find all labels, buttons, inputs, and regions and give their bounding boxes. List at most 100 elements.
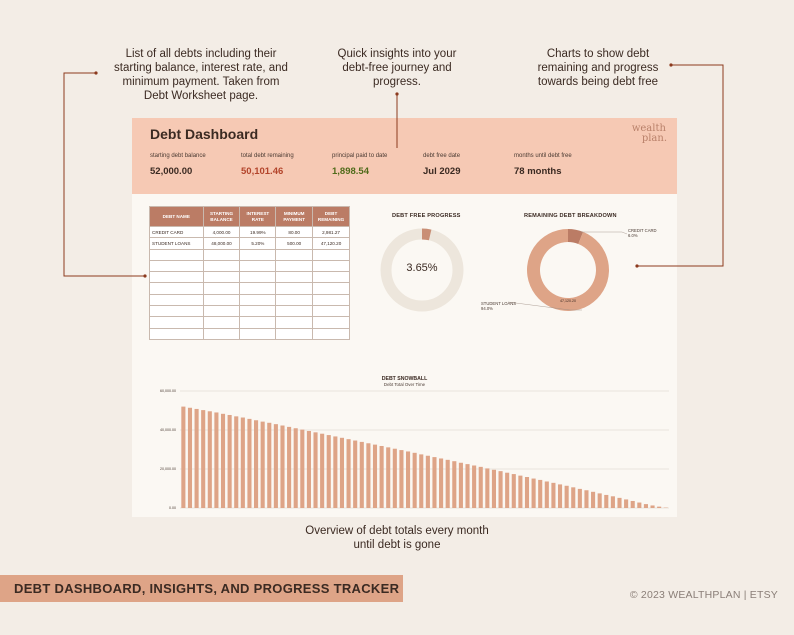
snowball-bar bbox=[227, 414, 232, 508]
table-cell[interactable] bbox=[275, 316, 314, 329]
table-cell[interactable] bbox=[239, 316, 277, 329]
table-cell[interactable] bbox=[149, 248, 204, 261]
stat-value: 78 months bbox=[514, 166, 562, 177]
table-cell[interactable] bbox=[149, 327, 204, 340]
snowball-bar bbox=[220, 413, 226, 508]
table-cell[interactable] bbox=[239, 305, 277, 318]
table-row[interactable] bbox=[149, 282, 350, 295]
table-cell[interactable]: 80.00 bbox=[275, 225, 314, 239]
table-cell[interactable]: 5.20% bbox=[239, 237, 277, 250]
snowball-bar bbox=[353, 440, 358, 508]
table-cell[interactable] bbox=[275, 305, 314, 318]
table-cell[interactable] bbox=[312, 259, 350, 273]
breakdown-title: REMAINING DEBT BREAKDOWN bbox=[524, 213, 617, 219]
table-cell[interactable] bbox=[275, 248, 314, 261]
table-cell[interactable] bbox=[202, 282, 241, 295]
snowball-bar bbox=[326, 435, 331, 508]
dashboard-panel: Debt Dashboard wealth plan. starting deb… bbox=[132, 118, 677, 517]
table-cell[interactable] bbox=[312, 282, 350, 295]
table-cell[interactable] bbox=[312, 316, 350, 329]
table-cell[interactable] bbox=[239, 282, 277, 295]
table-cell[interactable] bbox=[202, 248, 241, 261]
table-row[interactable] bbox=[149, 259, 350, 273]
snowball-bar bbox=[564, 485, 569, 508]
snowball-bar bbox=[591, 491, 596, 508]
table-cell[interactable] bbox=[202, 271, 241, 284]
table-cell[interactable] bbox=[275, 282, 314, 295]
table-cell[interactable] bbox=[149, 316, 204, 329]
y-tick-label: 60,000.00 bbox=[160, 389, 176, 393]
snowball-subtitle: Debt Total Over Time bbox=[383, 382, 426, 387]
student-loans-slice-label: STUDENT LOANS 94.0% bbox=[481, 301, 516, 311]
stat-value: 52,000.00 bbox=[150, 166, 193, 177]
table-cell[interactable]: STUDENT LOANS bbox=[149, 237, 204, 250]
snowball-bar bbox=[637, 502, 642, 508]
snowball-bar bbox=[320, 433, 325, 508]
snowball-bar bbox=[657, 506, 662, 508]
table-cell[interactable] bbox=[275, 259, 314, 273]
snowball-bar bbox=[240, 417, 245, 508]
credit-card-slice-label: CREDIT CARD 6.0% bbox=[628, 228, 657, 238]
table-row[interactable]: STUDENT LOANS 48,000.00 5.20% 500.00 47,… bbox=[149, 237, 350, 250]
connector-dot bbox=[395, 92, 399, 96]
table-header-row: DEBT NAME STARTING BALANCE INTEREST RATE… bbox=[149, 206, 350, 227]
table-cell[interactable] bbox=[312, 293, 350, 307]
table-cell[interactable] bbox=[312, 305, 350, 318]
table-cell[interactable] bbox=[239, 271, 277, 284]
table-cell[interactable]: 47,120.20 bbox=[312, 237, 350, 250]
table-cell[interactable] bbox=[239, 248, 277, 261]
table-cell[interactable] bbox=[149, 259, 204, 273]
snowball-bar bbox=[181, 406, 186, 508]
table-cell[interactable]: 4,000.00 bbox=[202, 225, 241, 239]
table-cell[interactable] bbox=[202, 259, 241, 273]
breakdown-donut: 47,120.20 bbox=[527, 229, 609, 311]
table-row[interactable] bbox=[149, 316, 350, 329]
table-cell[interactable] bbox=[202, 305, 241, 318]
stat-principal-paid: principal paid to date 1,898.54 bbox=[332, 153, 387, 177]
y-tick-label: 0.00 bbox=[169, 506, 176, 510]
table-cell[interactable]: CREDIT CARD bbox=[149, 225, 204, 239]
table-cell[interactable] bbox=[202, 293, 241, 307]
dashboard-header: Debt Dashboard wealth plan. starting deb… bbox=[132, 118, 677, 194]
table-row[interactable] bbox=[149, 271, 350, 284]
table-cell[interactable] bbox=[202, 327, 241, 340]
table-row[interactable]: CREDIT CARD 4,000.00 19.99% 80.00 2,981.… bbox=[149, 225, 350, 239]
snowball-bar bbox=[273, 424, 278, 508]
table-cell[interactable] bbox=[239, 259, 277, 273]
snowball-bar bbox=[339, 437, 345, 508]
snowball-bar bbox=[207, 411, 212, 508]
table-cell[interactable]: 48,000.00 bbox=[202, 237, 241, 250]
table-cell[interactable]: 500.00 bbox=[275, 237, 314, 250]
snowball-bar bbox=[260, 421, 265, 508]
table-cell[interactable] bbox=[275, 271, 314, 284]
snowball-title: DEBT SNOWBALL bbox=[381, 376, 428, 382]
snowball-bar bbox=[624, 499, 629, 508]
snowball-chart: 60,000.00 40,000.00 20,000.00 0.00 bbox=[160, 389, 669, 510]
table-cell[interactable]: 2,981.27 bbox=[312, 225, 350, 239]
snowball-bar bbox=[472, 465, 477, 508]
table-cell[interactable] bbox=[202, 316, 241, 329]
table-cell[interactable] bbox=[239, 327, 277, 340]
table-cell[interactable] bbox=[149, 293, 204, 307]
table-cell[interactable] bbox=[312, 327, 350, 340]
column-header: DEBT REMAINING bbox=[312, 206, 350, 227]
table-row[interactable] bbox=[149, 305, 350, 318]
table-cell[interactable] bbox=[149, 271, 204, 284]
table-cell[interactable] bbox=[275, 327, 314, 340]
table-row[interactable] bbox=[149, 327, 350, 340]
table-row[interactable] bbox=[149, 293, 350, 307]
snowball-bar bbox=[610, 496, 615, 508]
table-cell[interactable] bbox=[239, 293, 277, 307]
table-row[interactable] bbox=[149, 248, 350, 261]
table-cell[interactable]: 19.99% bbox=[239, 225, 277, 239]
stat-value: 1,898.54 bbox=[332, 166, 369, 177]
debts-table: DEBT NAME STARTING BALANCE INTEREST RATE… bbox=[149, 206, 350, 340]
snowball-bar bbox=[584, 490, 589, 508]
breakdown-leaders bbox=[507, 231, 628, 311]
table-cell[interactable] bbox=[275, 293, 314, 307]
table-cell[interactable] bbox=[149, 282, 204, 295]
table-cell[interactable] bbox=[312, 248, 350, 261]
snowball-bar bbox=[359, 441, 364, 508]
table-cell[interactable] bbox=[149, 305, 204, 318]
table-cell[interactable] bbox=[312, 271, 350, 284]
